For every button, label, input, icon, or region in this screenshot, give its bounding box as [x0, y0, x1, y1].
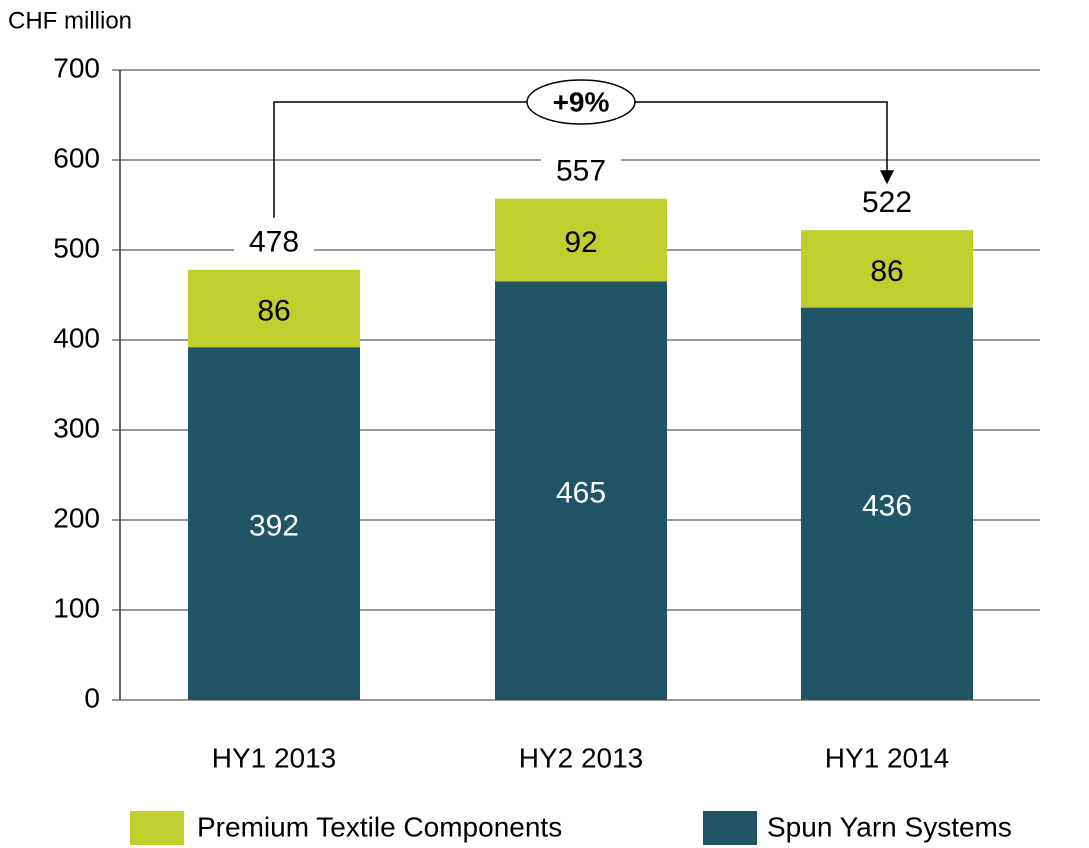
- x-tick-label: HY1 2013: [212, 742, 337, 773]
- data-label: 436: [862, 490, 912, 523]
- data-label: 392: [249, 510, 299, 543]
- bar-segment: [495, 281, 667, 700]
- total-label: 522: [862, 186, 912, 219]
- y-axis-label: CHF million: [8, 7, 132, 34]
- bar-segment: [188, 269, 360, 348]
- legend-swatch: [130, 811, 184, 845]
- bar-segment: [801, 230, 973, 308]
- bar-segment: [495, 198, 667, 282]
- x-tick-label: HY1 2014: [825, 742, 950, 773]
- x-tick-label: HY2 2013: [519, 742, 644, 773]
- arrow-head: [880, 170, 894, 185]
- y-tick-label: 200: [53, 502, 100, 533]
- bar-segment: [801, 307, 973, 700]
- y-tick-label: 400: [53, 322, 100, 353]
- total-label-bg: [234, 226, 314, 261]
- legend-swatch: [703, 811, 757, 845]
- legend-label: Premium Textile Components: [197, 811, 562, 842]
- y-tick-label: 500: [53, 232, 100, 263]
- legend-label: Spun Yarn Systems: [767, 811, 1012, 842]
- data-label: 86: [257, 294, 290, 327]
- total-label-bg: [847, 187, 927, 222]
- data-label: 92: [564, 226, 597, 259]
- y-tick-label: 100: [53, 592, 100, 623]
- y-tick-label: 600: [53, 142, 100, 173]
- total-label: 478: [249, 226, 299, 259]
- bar-segment: [188, 347, 360, 700]
- data-label: 465: [556, 477, 606, 510]
- y-tick-label: 700: [53, 52, 100, 83]
- data-label: 86: [870, 255, 903, 288]
- annotation: +9%: [553, 86, 610, 117]
- annotation-bubble: [526, 79, 636, 125]
- y-tick-label: 300: [53, 412, 100, 443]
- total-label-bg: [541, 155, 621, 190]
- total-label: 557: [556, 155, 606, 188]
- y-tick-label: 0: [84, 682, 100, 713]
